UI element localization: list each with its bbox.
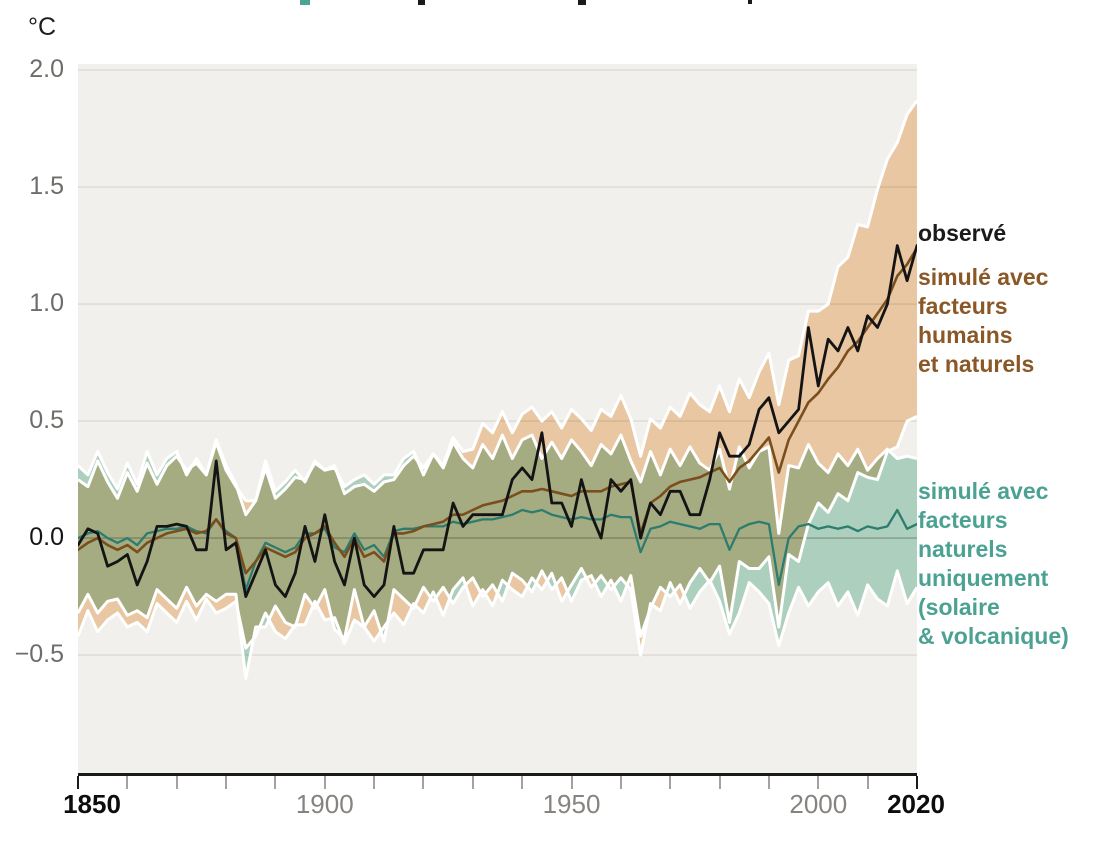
cropped-title-fragment <box>300 0 310 5</box>
legend-line: simulé avec <box>918 264 1049 290</box>
x-tick <box>817 776 820 789</box>
x-tick-label: 1950 <box>542 789 601 819</box>
y-tick-label: 2.0 <box>29 55 64 84</box>
x-tick <box>422 776 425 789</box>
x-tick <box>866 776 869 789</box>
x-tick <box>77 776 79 789</box>
x-tick-label: 2020 <box>887 789 945 819</box>
x-tick <box>619 776 622 789</box>
y-tick-label: 0.0 <box>29 523 64 552</box>
cropped-title-fragment <box>748 0 752 4</box>
x-tick-label: 1850 <box>63 789 121 819</box>
series-line-1 <box>76 246 919 575</box>
legend-simulated-natural-only: simulé avec facteurs naturels uniquement… <box>918 477 1069 651</box>
x-axis-line <box>78 773 917 776</box>
legend-line: facteurs <box>918 507 1008 533</box>
uncertainty-band-natural_only_range <box>78 435 917 679</box>
band-edge <box>76 433 918 535</box>
x-tick <box>225 776 228 789</box>
y-axis-unit-label: °C <box>28 13 57 41</box>
y-tick-label: 0.5 <box>29 406 64 435</box>
series-line-0 <box>76 244 919 598</box>
x-tick <box>521 776 524 789</box>
legend-line: naturels <box>918 536 1008 562</box>
x-tick-label: 2000 <box>789 789 848 819</box>
legend-line: & volcanique) <box>918 623 1069 649</box>
legend-line: et naturels <box>918 351 1035 377</box>
legend-line: facteurs <box>918 293 1008 319</box>
chart-canvas <box>76 64 919 774</box>
y-tick-label: 1.0 <box>29 289 64 318</box>
x-tick <box>767 776 770 789</box>
cropped-title-fragment <box>418 0 425 5</box>
x-tick <box>175 776 178 789</box>
x-tick <box>471 776 474 789</box>
legend-simulated-human-natural: simulé avec facteurs humains et naturels <box>918 263 1048 379</box>
cropped-title-fragment <box>578 0 586 5</box>
plot-area <box>76 64 919 774</box>
y-tick-label: 1.5 <box>29 172 64 201</box>
legend-line: uniquement <box>918 565 1049 591</box>
x-tick <box>718 776 721 789</box>
y-tick-label: −0.5 <box>14 640 64 669</box>
x-tick <box>126 776 129 789</box>
band-edge <box>76 569 919 680</box>
legend-line: (solaire <box>918 594 1000 620</box>
x-tick <box>373 776 376 789</box>
legend-observed-label: observé <box>918 220 1007 246</box>
x-tick <box>274 776 277 789</box>
legend-observed: observé <box>918 219 1006 248</box>
x-tick <box>669 776 672 789</box>
x-tick <box>570 776 573 789</box>
x-tick <box>916 776 918 789</box>
legend-line: simulé avec <box>918 478 1049 504</box>
x-tick-label: 1900 <box>295 789 354 819</box>
x-tick <box>323 776 326 789</box>
legend-line: humains <box>918 322 1013 348</box>
